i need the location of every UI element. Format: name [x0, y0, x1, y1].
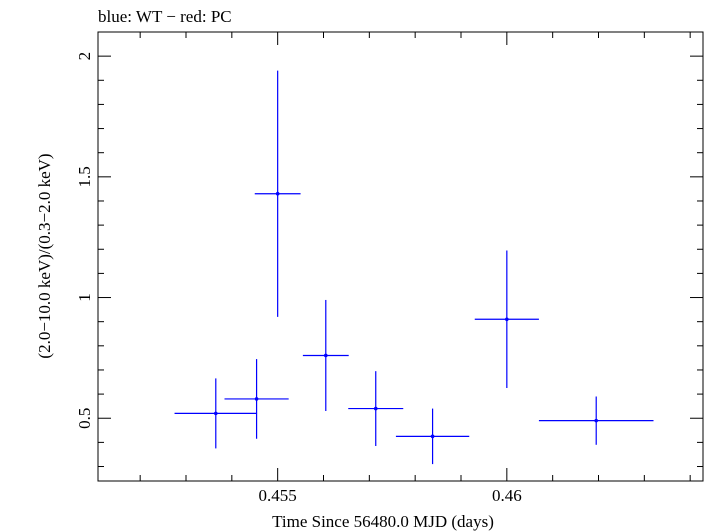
x-tick-label: 0.455 [259, 486, 297, 505]
y-tick-label: 2 [75, 52, 94, 61]
point-marker [594, 418, 599, 423]
data-point [538, 396, 654, 445]
point-marker [323, 353, 328, 358]
point-marker [254, 397, 259, 401]
data-point [254, 70, 301, 317]
point-marker [430, 434, 435, 439]
tick-labels: 0.455 0.46 0.5 1 1.5 2 [75, 52, 522, 505]
tick-marks [98, 31, 703, 481]
data-points [174, 70, 654, 465]
point-marker [213, 411, 218, 416]
data-point [348, 371, 404, 446]
data-point [174, 378, 258, 449]
y-axis-label: (2.0−10.0 keV)/(0.3−2.0 keV) [35, 153, 54, 358]
x-tick-label: 0.46 [492, 486, 522, 505]
y-tick-label: 1.5 [75, 166, 94, 187]
data-point [395, 408, 470, 465]
point-marker [373, 406, 378, 411]
data-point [474, 250, 539, 389]
data-point [224, 359, 289, 439]
point-marker [505, 317, 509, 322]
y-tick-label: 0.5 [75, 408, 94, 429]
data-point [302, 299, 349, 411]
x-axis-label: Time Since 56480.0 MJD (days) [272, 512, 494, 531]
point-marker [275, 191, 280, 196]
chart-title: blue: WT − red: PC [98, 7, 232, 26]
y-tick-label: 1 [75, 293, 94, 302]
plot-frame [97, 31, 704, 482]
